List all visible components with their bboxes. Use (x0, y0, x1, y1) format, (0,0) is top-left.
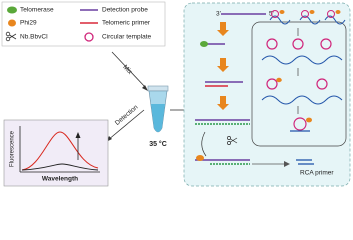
telomerase (200, 41, 208, 47)
legend-label: Phi29 (20, 20, 37, 27)
legend-label: Nb.BbvCI (20, 34, 48, 41)
scheme-panel (183, 2, 351, 187)
detection-arrow (107, 109, 145, 141)
phi29-icon (8, 19, 16, 27)
arrowhead (142, 85, 148, 91)
signal-curve (21, 131, 99, 171)
x-axis-label: Wavelength (42, 176, 78, 183)
legend-label: Detection probe (102, 7, 148, 14)
plot-box (3, 119, 109, 187)
template-icon (84, 32, 94, 42)
scissors (227, 136, 238, 145)
cycle-arrow (201, 131, 207, 157)
phi29 (196, 155, 204, 161)
blank-curve (21, 163, 99, 171)
telomerase-icon (7, 6, 17, 14)
legend-label: Circular template (102, 34, 152, 41)
mix-arrow (111, 51, 147, 89)
temperature-label: 35 °C (149, 140, 167, 148)
tube (147, 85, 169, 133)
rca-primer-label: RCA primer (300, 170, 334, 177)
diagram: Telomerase Detection probe Phi29 Telomer… (1, 1, 351, 187)
rca-products (261, 10, 346, 132)
end-label: 3' (216, 11, 221, 18)
arrowhead (284, 161, 290, 167)
cycle-frame (251, 21, 347, 147)
y-axis-label: Fluorescence (10, 130, 16, 167)
legend-label: Telomeric primer (102, 20, 151, 27)
detection-label: Detection (114, 104, 140, 127)
arrowhead (75, 132, 81, 138)
mix-label: Mix (121, 64, 134, 77)
step-arrows (217, 22, 229, 110)
legend-label: Telomerase (20, 7, 54, 14)
scissors-icon (5, 31, 17, 42)
